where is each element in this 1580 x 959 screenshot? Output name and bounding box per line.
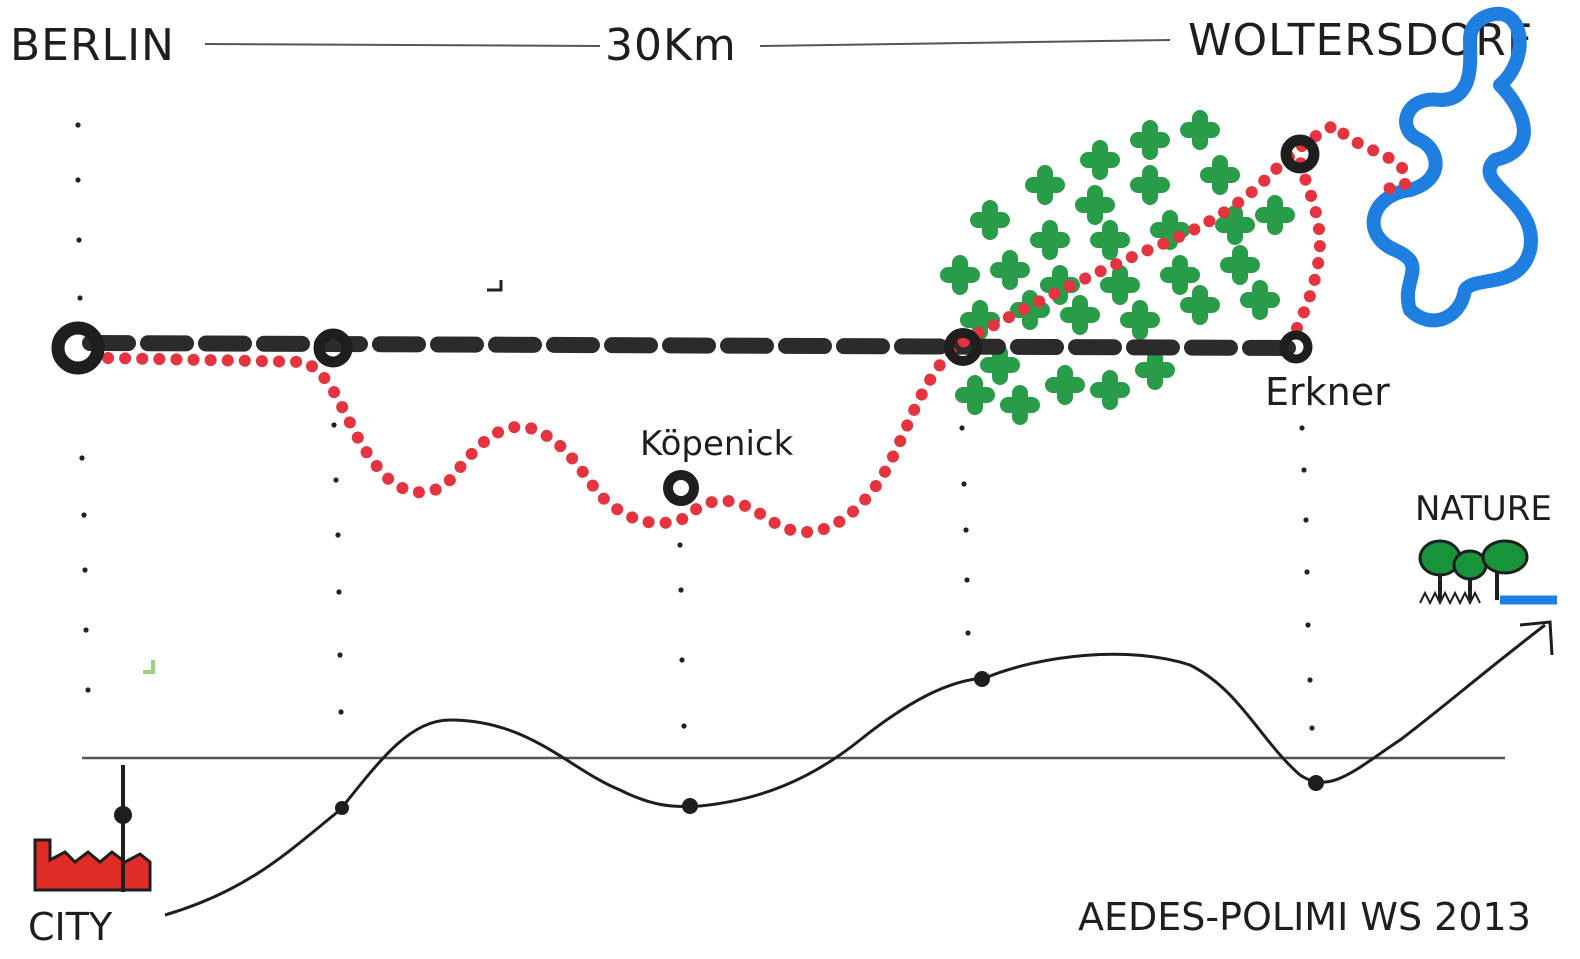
- station-berlin-icon: [51, 321, 105, 375]
- forest-tree-icon: [1000, 385, 1040, 425]
- forest-tree-icon: [1135, 350, 1175, 390]
- forest-tree-icon: [1130, 165, 1170, 205]
- nature-label: NATURE: [1415, 489, 1552, 529]
- forest-tree-icon: [1120, 300, 1160, 340]
- forest-tree-icon: [1130, 120, 1170, 160]
- forest-tree-icon: [1255, 195, 1295, 235]
- arrow-head-icon: [1519, 620, 1554, 656]
- header: BERLIN 30Km WOLTERSDORF: [10, 15, 1532, 71]
- forest-tree-icon: [955, 375, 995, 415]
- rail-line: [82, 335, 1303, 356]
- station-erkner-icon: [1279, 330, 1313, 364]
- distance-line-right: [759, 39, 1171, 47]
- guide-2: [331, 422, 344, 715]
- station-2-icon: [313, 328, 353, 368]
- station-4-icon: [944, 328, 982, 366]
- forest-tree-icon: [1215, 205, 1255, 245]
- forest-tree-icon: [1180, 285, 1220, 325]
- forest-tree-icon: [1045, 365, 1085, 405]
- credit-label: AEDES-POLIMI WS 2013: [1078, 895, 1531, 939]
- forest-tree-icon: [1160, 255, 1200, 295]
- profile-curve: [164, 623, 1546, 917]
- kopenick-label: Köpenick: [640, 424, 794, 464]
- distance-line-left: [204, 43, 601, 47]
- city-label: CITY: [28, 905, 113, 949]
- forest-tree-icon: [1100, 265, 1140, 305]
- forest-tree-icon: [1080, 140, 1120, 180]
- forest-tree-icon: [940, 255, 980, 295]
- dotted-guides: [75, 122, 1315, 731]
- distance-label: 30Km: [605, 20, 737, 71]
- station-woltersdorf-icon: [1280, 134, 1320, 174]
- forest-tree-icon: [1090, 370, 1130, 410]
- forest-tree-icon: [970, 200, 1010, 240]
- guide-erkner: [1299, 425, 1315, 731]
- forest-tree-icon: [980, 345, 1020, 385]
- forest-tree-icon: [1090, 220, 1130, 260]
- lake-icon: [1366, 6, 1538, 328]
- small-mark-green: [143, 660, 155, 674]
- origin-label: BERLIN: [10, 20, 175, 71]
- forest-tree-icon: [1075, 185, 1115, 225]
- stations: [51, 134, 1320, 506]
- guide-4: [959, 425, 971, 636]
- forest-tree-icon: [1060, 295, 1100, 335]
- small-mark: [487, 280, 503, 292]
- red-route-erkner-spur: [1291, 154, 1327, 334]
- forest-tree-icon: [1220, 245, 1260, 285]
- forest-tree-icon: [1240, 280, 1280, 320]
- nature-trees-icon: [1418, 539, 1557, 606]
- guide-berlin: [75, 122, 91, 693]
- profile-points: [335, 671, 1324, 815]
- forest-tree-icon: [1200, 155, 1240, 195]
- erkner-label: Erkner: [1265, 370, 1390, 414]
- guide-kopenick: [677, 542, 687, 729]
- city-factory-icon: [33, 765, 152, 892]
- forest-tree-icon: [990, 250, 1030, 290]
- forest-tree-icon: [1025, 165, 1065, 205]
- forest-tree-icon: [1180, 110, 1220, 150]
- forest-tree-icon: [1150, 210, 1190, 250]
- red-route: [102, 117, 1412, 538]
- forest-tree-icon: [1030, 220, 1070, 260]
- station-kopenick-icon: [663, 470, 699, 506]
